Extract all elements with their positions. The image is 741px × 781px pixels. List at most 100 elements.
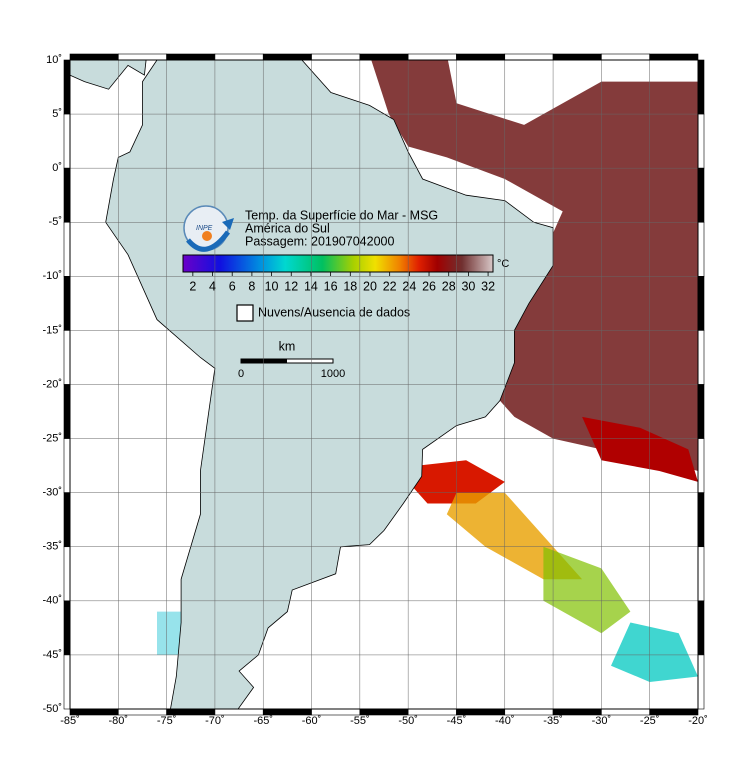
frame-segment — [166, 53, 216, 61]
frame-segment — [63, 221, 71, 277]
x-tick-label: -70˚ — [205, 715, 225, 727]
colorbar-tick-label: 24 — [402, 279, 416, 293]
frame-segment — [697, 276, 705, 331]
colorbar-tick-label: 16 — [324, 279, 338, 293]
colorbar-tick-label: 30 — [461, 279, 475, 293]
frame-segment — [63, 276, 71, 331]
colorbar-tick-label: 4 — [209, 279, 216, 293]
x-tick-label: -40˚ — [495, 715, 515, 727]
title-line: Temp. da Superfície do Mar - MSG — [245, 208, 438, 222]
frame-segment — [697, 384, 705, 439]
title-line: América do Sul — [245, 221, 330, 235]
frame-segment — [63, 492, 71, 548]
y-tick-label: 0˚ — [52, 162, 62, 174]
x-tick-label: -20˚ — [688, 715, 708, 727]
frame-segment — [697, 654, 705, 710]
x-tick-label: -80˚ — [109, 715, 129, 727]
y-tick-label: -25˚ — [42, 432, 62, 444]
y-tick-label: -15˚ — [42, 324, 62, 336]
legend-text: Nuvens/Ausencia de dados — [258, 305, 410, 319]
x-tick-label: -30˚ — [592, 715, 612, 727]
legend-swatch — [236, 304, 254, 322]
scale-label: 1000 — [321, 368, 345, 380]
y-tick-label: -45˚ — [42, 649, 62, 661]
y-tick-label: 10˚ — [46, 54, 62, 66]
x-tick-label: -75˚ — [157, 715, 177, 727]
logo: INPE — [183, 205, 234, 252]
y-tick-label: -40˚ — [42, 595, 62, 607]
frame-segment — [63, 59, 71, 115]
x-tick-label: -35˚ — [543, 715, 563, 727]
map-frame — [69, 59, 699, 710]
frame-segment — [649, 53, 699, 61]
frame-segment — [697, 546, 705, 602]
frame-segment — [63, 330, 71, 385]
colorbar-tick-label: 8 — [248, 279, 255, 293]
frame-segment — [311, 53, 361, 61]
frame-segment — [697, 59, 705, 115]
frame-segment — [697, 600, 705, 656]
frame-segment — [63, 438, 71, 493]
x-tick-label: -60˚ — [302, 715, 322, 727]
colorbar-tick-label: 18 — [343, 279, 357, 293]
sst-cyan — [611, 622, 698, 682]
colorbar — [182, 254, 494, 273]
colorbar-unit: °C — [497, 258, 509, 270]
y-tick-label: -35˚ — [42, 541, 62, 553]
frame-segment — [63, 600, 71, 656]
y-tick-label: -10˚ — [42, 270, 62, 282]
colorbar-tick-label: 32 — [481, 279, 495, 293]
land — [70, 60, 147, 90]
frame-segment — [63, 113, 71, 169]
title-line: Passagem: 201907042000 — [245, 234, 394, 248]
frame-segment — [697, 113, 705, 169]
x-tick-label: -50˚ — [398, 715, 418, 727]
frame-segment — [118, 53, 167, 61]
y-tick-label: -50˚ — [42, 703, 62, 715]
y-tick-label: -5˚ — [49, 216, 62, 228]
x-tick-label: -25˚ — [640, 715, 660, 727]
frame-segment — [456, 53, 506, 61]
frame-segment — [697, 438, 705, 493]
frame-segment — [407, 53, 457, 61]
colorbar-tick-label: 20 — [363, 279, 377, 293]
frame-segment — [697, 167, 705, 223]
frame-segment — [262, 53, 312, 61]
scale-bar-segment — [241, 359, 287, 363]
frame-segment — [697, 330, 705, 385]
sst-red — [582, 416, 698, 482]
colorbar-tick-label: 14 — [304, 279, 318, 293]
colorbar-tick-label: 2 — [189, 279, 196, 293]
frame-segment — [69, 53, 119, 61]
colorbar-tick-label: 28 — [442, 279, 456, 293]
frame-segment — [697, 221, 705, 277]
sst-warm — [371, 60, 698, 471]
frame-segment — [601, 53, 650, 61]
colorbar-tick-label: 10 — [265, 279, 279, 293]
y-tick-label: -30˚ — [42, 487, 62, 499]
colorbar-tick-label: 12 — [284, 279, 298, 293]
logo-text: INPE — [196, 225, 213, 232]
x-tick-label: -65˚ — [253, 715, 273, 727]
frame-segment — [504, 53, 554, 61]
scale-label: 0 — [238, 368, 244, 380]
frame-segment — [63, 654, 71, 710]
y-tick-label: 5˚ — [52, 108, 62, 120]
frame-segment — [63, 546, 71, 602]
colorbar-tick-label: 26 — [422, 279, 436, 293]
colorbar-tick-label: 6 — [229, 279, 236, 293]
frame-segment — [359, 53, 409, 61]
x-tick-label: -55˚ — [350, 715, 370, 727]
frame-segment — [697, 492, 705, 548]
x-tick-label: -45˚ — [447, 715, 467, 727]
colorbar-tick-label: 22 — [383, 279, 397, 293]
x-tick-label: -85˚ — [60, 715, 80, 727]
frame-segment — [63, 384, 71, 439]
frame-segment — [552, 53, 602, 61]
frame-segment — [214, 53, 264, 61]
y-tick-label: -20˚ — [42, 378, 62, 390]
frame-segment — [63, 167, 71, 223]
scale-unit: km — [279, 339, 296, 353]
sst-green — [543, 546, 631, 634]
